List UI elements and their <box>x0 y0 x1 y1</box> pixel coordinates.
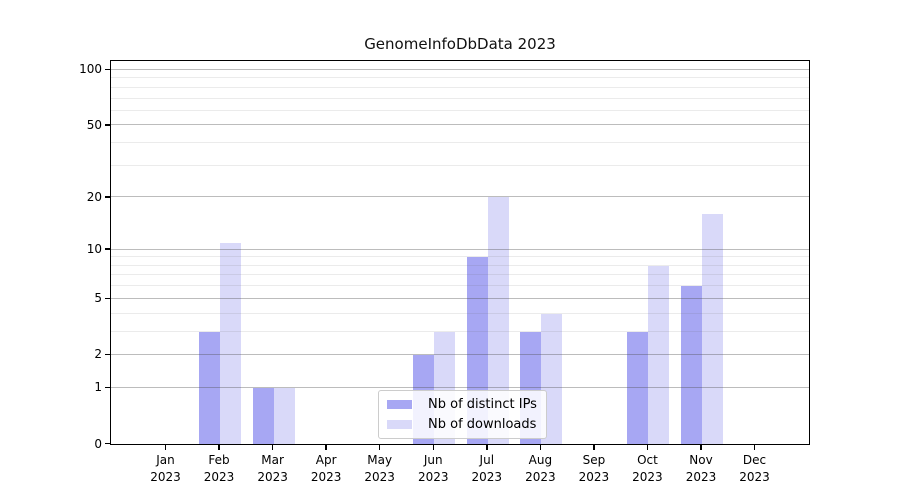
x-tick-jan <box>164 445 167 450</box>
gridline-minor-70 <box>111 97 809 99</box>
gridline-minor-3 <box>111 330 809 332</box>
x-tick-nov <box>700 445 702 450</box>
gridline-minor-4 <box>111 312 809 314</box>
gridline-minor-7 <box>111 274 809 276</box>
x-tick-label-may: May 2023 <box>364 453 395 484</box>
legend-label-distinct-ips: Nb of distinct IPs <box>428 397 537 412</box>
gridlines-layer <box>111 61 809 444</box>
y-tick-50 <box>105 124 110 126</box>
x-tick-label-feb: Feb 2023 <box>203 453 235 484</box>
gridline-minor-30 <box>111 164 809 166</box>
legend: Nb of distinct IPs Nb of downloads <box>378 390 547 439</box>
bar-mar-downloads <box>273 387 295 444</box>
x-tick-label-jun: Jun 2023 <box>417 453 449 484</box>
x-tick-mar <box>271 445 274 450</box>
gridline-major-10 <box>111 248 809 250</box>
y-tick-label-100: 100 <box>79 62 102 77</box>
y-tick-label-2: 2 <box>94 347 102 362</box>
x-tick-may <box>378 445 381 450</box>
y-tick-label-50: 50 <box>86 117 102 132</box>
y-tick-2 <box>105 353 110 356</box>
bars-layer <box>111 61 809 444</box>
bar-jul-downloads <box>487 197 509 444</box>
x-tick-sep <box>593 445 595 450</box>
gridline-major-20 <box>111 196 809 198</box>
gridline-minor-9 <box>111 256 809 258</box>
bar-feb-distinct-ips <box>199 331 221 444</box>
y-tick-label-10: 10 <box>86 242 102 257</box>
x-tick-feb <box>218 445 220 450</box>
x-tick-label-jul: Jul 2023 <box>471 453 503 484</box>
gridline-major-2 <box>111 353 809 355</box>
x-tick-label-aug: Aug 2023 <box>525 453 556 484</box>
gridline-major-100 <box>111 68 809 70</box>
gridline-minor-40 <box>111 142 809 144</box>
bar-feb-downloads <box>220 242 242 444</box>
y-tick-label-1: 1 <box>94 380 102 395</box>
bar-nov-downloads <box>702 214 723 444</box>
gridline-major-1 <box>111 386 809 388</box>
bar-oct-downloads <box>648 265 670 444</box>
y-tick-label-20: 20 <box>86 189 102 204</box>
x-tick-label-mar: Mar 2023 <box>257 453 288 484</box>
gridline-minor-60 <box>111 109 809 111</box>
gridline-minor-8 <box>111 264 809 266</box>
gridline-major-5 <box>111 297 809 299</box>
gridline-major-50 <box>111 124 809 126</box>
chart-title: GenomeInfoDbData 2023 <box>364 35 556 53</box>
gridline-minor-6 <box>111 285 809 287</box>
legend-label-downloads: Nb of downloads <box>428 417 537 432</box>
x-tick-dec <box>753 445 756 450</box>
y-tick-100 <box>105 68 110 71</box>
x-tick-label-sep: Sep 2023 <box>578 453 610 484</box>
legend-swatch-downloads <box>387 420 412 429</box>
x-tick-apr <box>325 445 327 450</box>
x-tick-oct <box>646 445 649 450</box>
bar-mar-distinct-ips <box>252 387 274 444</box>
y-tick-1 <box>105 386 110 389</box>
y-tick-20 <box>105 196 110 198</box>
legend-row-distinct-ips: Nb of distinct IPs <box>387 397 537 412</box>
y-tick-10 <box>105 248 110 250</box>
gridline-minor-90 <box>111 77 809 79</box>
y-tick-label-5: 5 <box>94 291 102 306</box>
x-tick-label-apr: Apr 2023 <box>310 453 342 484</box>
gridline-minor-80 <box>111 86 809 88</box>
y-tick-5 <box>105 297 110 300</box>
x-tick-label-jan: Jan 2023 <box>150 453 181 484</box>
x-tick-label-oct: Oct 2023 <box>632 453 663 484</box>
bar-nov-distinct-ips <box>681 286 702 444</box>
bar-oct-distinct-ips <box>627 331 649 444</box>
x-tick-label-nov: Nov 2023 <box>685 453 717 484</box>
x-tick-label-dec: Dec 2023 <box>739 453 770 484</box>
y-tick-0 <box>105 442 110 445</box>
x-tick-jul <box>486 445 488 450</box>
legend-swatch-distinct-ips <box>387 400 412 409</box>
plot-area <box>110 60 810 445</box>
x-tick-aug <box>539 445 542 450</box>
y-tick-label-0: 0 <box>94 436 102 451</box>
legend-row-downloads: Nb of downloads <box>387 417 537 432</box>
x-tick-jun <box>432 445 434 450</box>
